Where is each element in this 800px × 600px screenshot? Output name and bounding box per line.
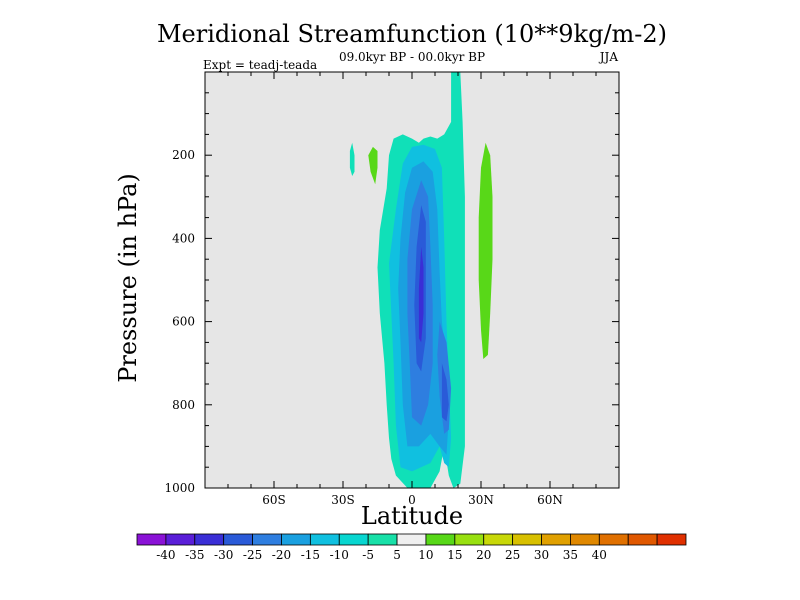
contour-region-core-deepest [418,246,424,343]
colorbar-swatch [165,533,196,546]
chart-subtitle-left: Expt = teadj-teada [203,58,317,72]
colorbar-swatch [656,533,687,546]
colorbar-swatch [223,533,253,546]
colorbar-label: -25 [243,548,262,562]
y-axis-label: Pressure (in hPa) [114,173,142,383]
colorbar-swatch [309,533,340,546]
colorbar-swatch [396,533,427,546]
colorbar-swatch [627,533,658,546]
colorbar-swatch [367,533,398,546]
contour-region-core-deep-b [441,363,449,422]
x-tick-label: 60N [537,493,563,507]
chart-subtitle-center: 09.0kyr BP - 00.0kyr BP [339,50,485,64]
x-axis-label: Latitude [361,502,463,530]
contour-region-left-spot [349,142,355,176]
x-tick-label: 0 [408,493,416,507]
y-tick-label: 1000 [164,481,195,495]
chart-title: Meridional Streamfunction (10**9kg/m-2) [157,20,667,48]
plot-area [205,72,619,488]
colorbar-swatch [281,533,311,546]
colorbar-swatch [570,533,600,546]
colorbar-label: 15 [447,548,462,562]
colorbar-label: -20 [272,548,291,562]
colorbar-label: 10 [418,548,433,562]
colorbar-label: -40 [156,548,175,562]
chart-subtitle-right: JJA [598,50,619,64]
colorbar: -40 -35 -30 -25 -20 -15 -10 -5 5 10 15 20 25 30 35 40 [136,533,687,562]
x-tick-label: 30N [468,493,494,507]
colorbar-label: -30 [214,548,233,562]
colorbar-swatch [425,533,456,546]
colorbar-swatch [483,533,514,546]
colorbar-label: 30 [534,548,549,562]
colorbar-label: 35 [563,548,578,562]
colorbar-swatch [136,533,167,546]
colorbar-label: 40 [592,548,607,562]
colorbar-swatch [598,533,629,546]
colorbar-swatch [541,533,571,546]
colorbar-swatch [194,533,225,546]
x-tick-label: 60S [262,493,286,507]
colorbar-label: 20 [476,548,491,562]
x-tick-label: 30S [331,493,355,507]
colorbar-swatch [454,533,485,546]
colorbar-swatch [338,533,369,546]
y-tick-label: 200 [172,148,195,162]
y-tick-label: 600 [172,315,195,329]
contour-region-green-left [368,146,378,185]
colorbar-swatch [512,533,542,546]
colorbar-label: -10 [330,548,349,562]
colorbar-label: -35 [185,548,204,562]
y-tick-label: 800 [172,398,195,412]
colorbar-swatch [252,533,282,546]
colorbar-label: 5 [393,548,401,562]
y-tick-label: 400 [172,231,195,245]
colorbar-label: -15 [301,548,320,562]
contour-region-green-right [478,142,493,359]
axes: 60S 30S 0 30N 60N 200 400 600 800 1000 [164,71,620,507]
colorbar-label: 25 [505,548,520,562]
colorbar-label: -5 [362,548,374,562]
